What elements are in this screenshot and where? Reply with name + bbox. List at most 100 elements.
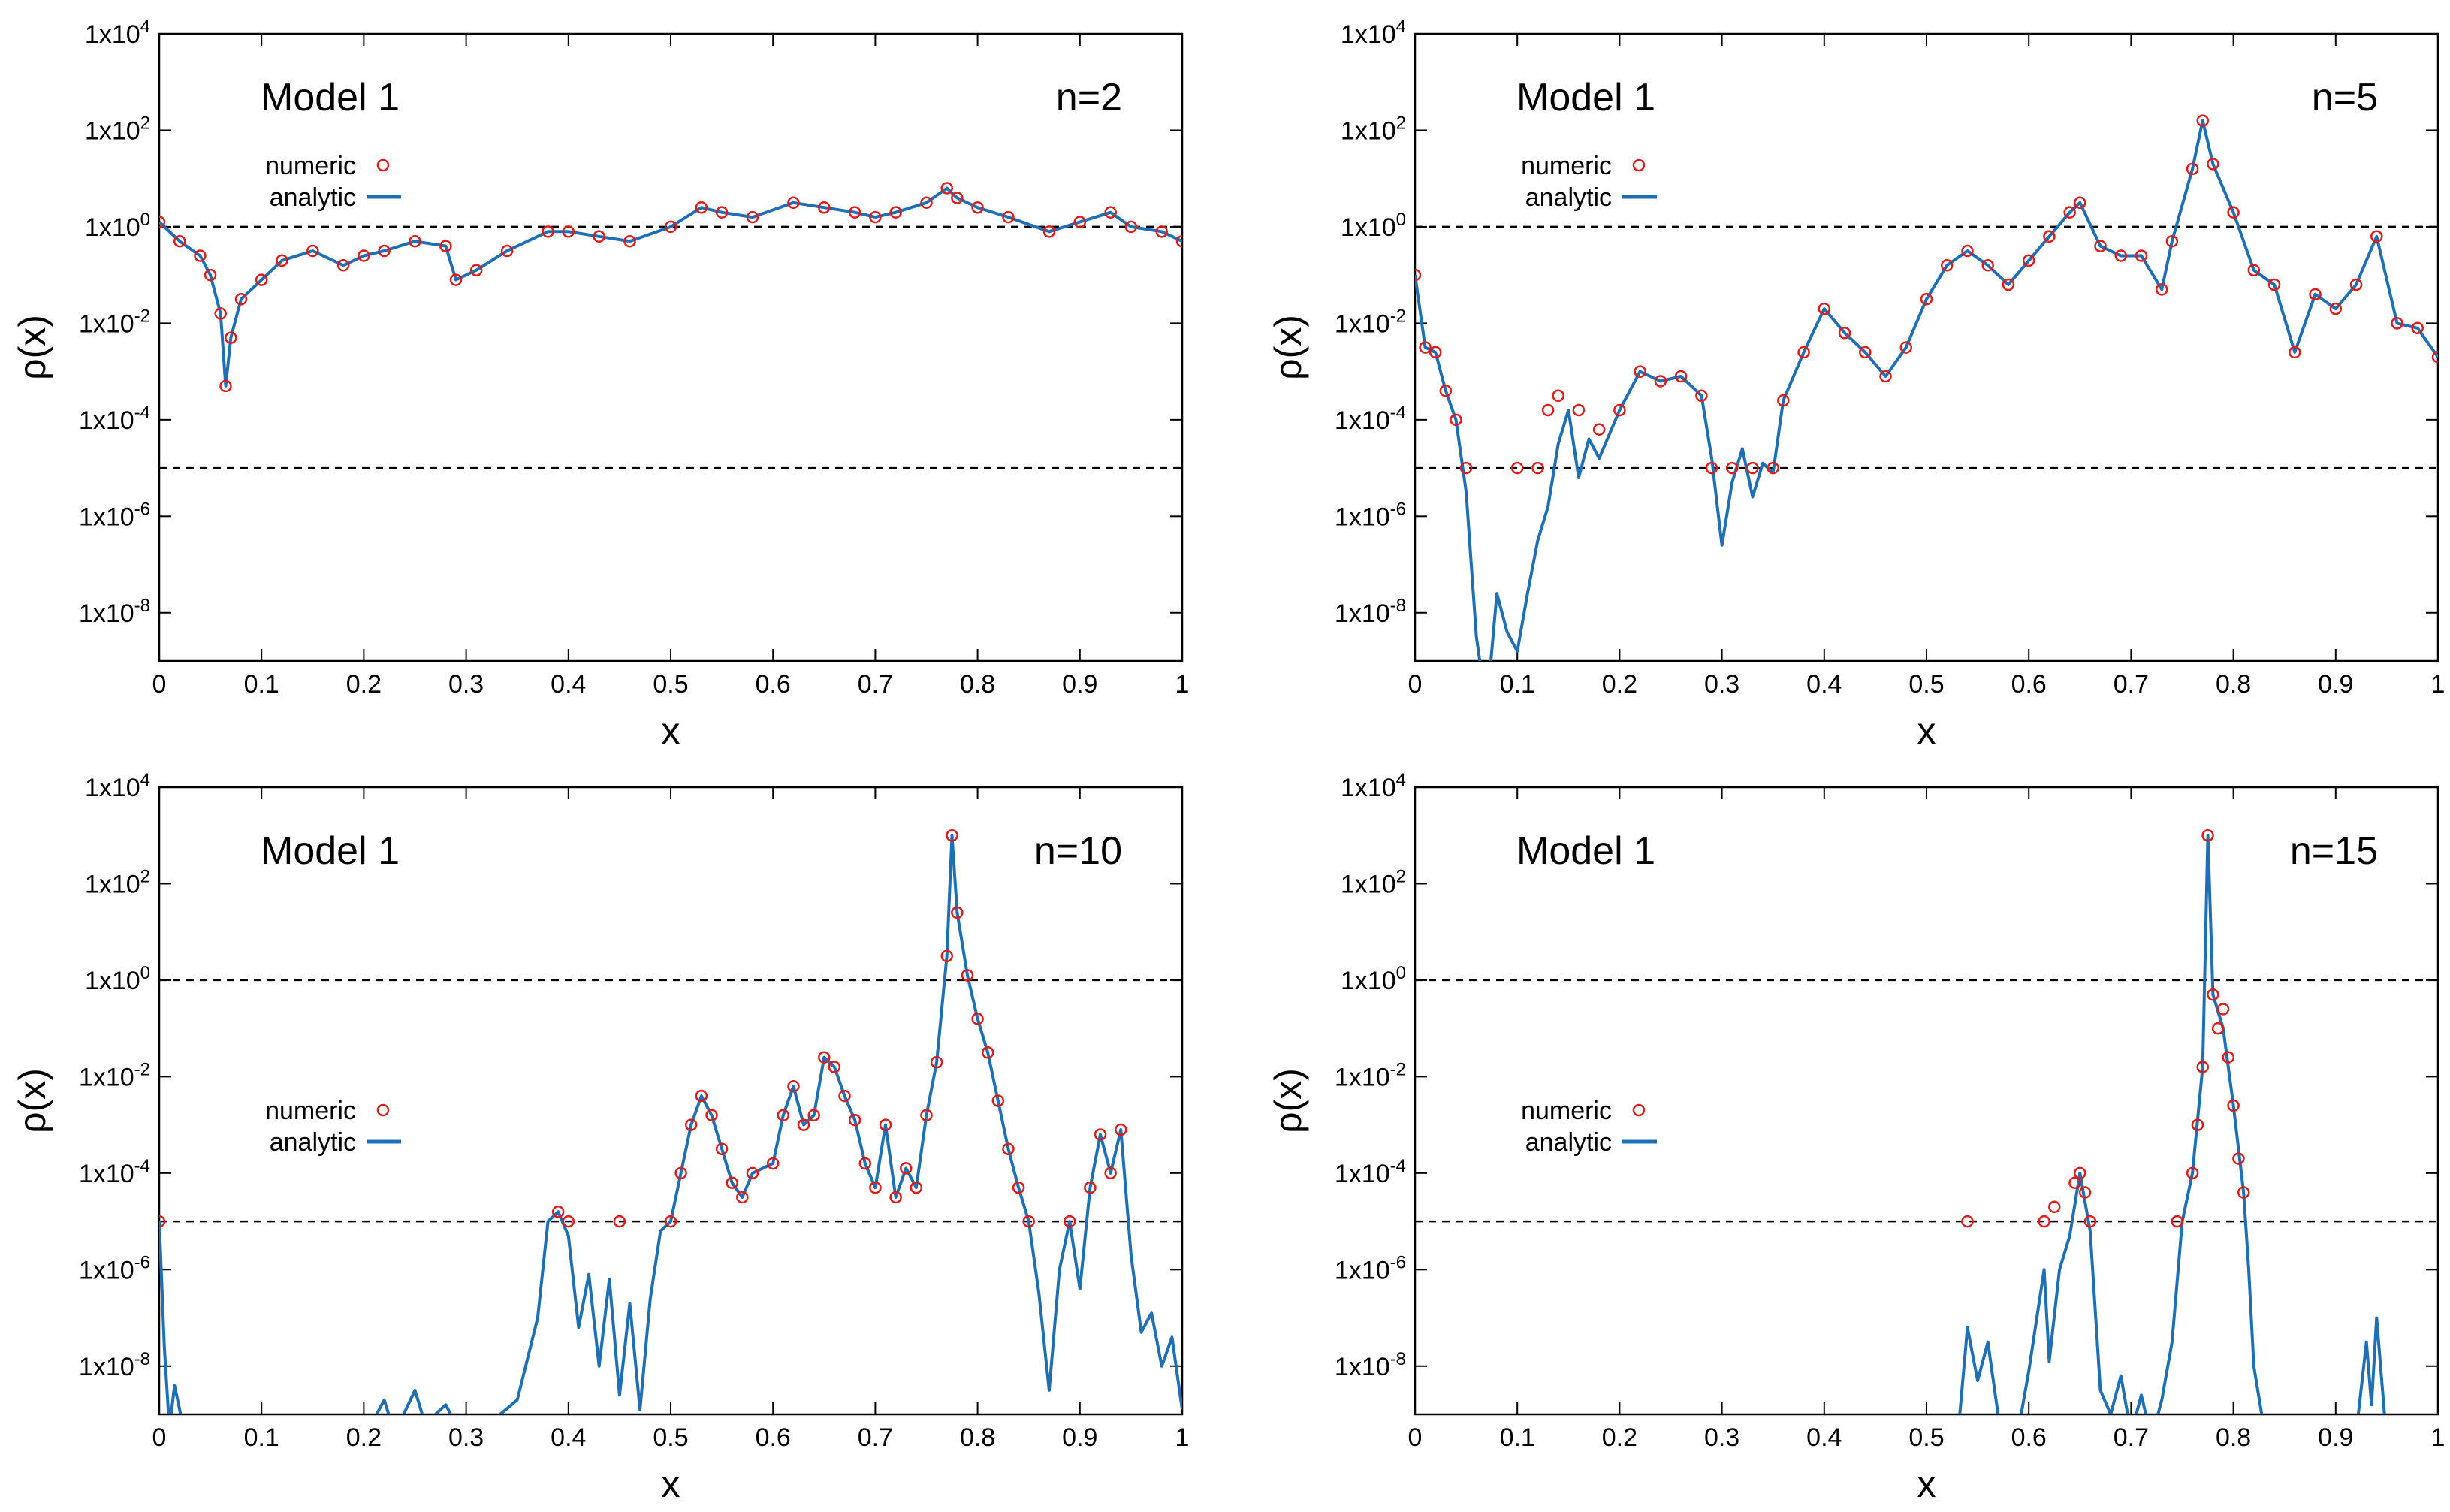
x-tick-label: 0.6 — [756, 670, 791, 699]
legend-numeric-marker — [1632, 1103, 1646, 1117]
numeric-point — [1695, 389, 1708, 402]
numeric-point — [1572, 403, 1586, 417]
numeric-point — [1419, 341, 1432, 354]
numeric-point — [746, 1166, 759, 1180]
x-axis-label: x — [662, 1463, 680, 1505]
y-tick-exponent: 4 — [140, 770, 150, 790]
numeric-point — [194, 249, 207, 262]
numeric-point — [889, 206, 902, 219]
x-tick-label: 0.4 — [551, 1423, 586, 1452]
x-tick-label: 0.7 — [858, 670, 893, 699]
numeric-point — [2431, 351, 2438, 364]
y-tick-exponent: -4 — [134, 1156, 150, 1176]
numeric-point — [664, 1215, 677, 1228]
x-tick-label: 1 — [1175, 1423, 1190, 1452]
numeric-point — [449, 273, 463, 286]
y-tick-base: 1x10 — [79, 599, 134, 628]
y-tick-base: 1x10 — [1341, 213, 1396, 242]
y-tick-label: 1x102 — [85, 866, 150, 898]
x-tick-label: 0.2 — [346, 670, 382, 699]
numeric-point — [2216, 1003, 2230, 1016]
numeric-point — [173, 234, 186, 248]
x-tick-label: 0.9 — [2318, 1423, 2353, 1452]
numeric-point — [2022, 254, 2035, 267]
numeric-point — [1859, 346, 1872, 359]
y-tick-base: 1x10 — [1335, 1063, 1390, 1091]
numeric-point — [593, 230, 605, 243]
x-tick-label: 0.2 — [1602, 1423, 1637, 1452]
numeric-point — [2171, 1215, 2183, 1228]
x-tick-label: 0.4 — [551, 670, 586, 699]
numeric-point — [1879, 370, 1892, 383]
numeric-point — [1674, 370, 1688, 383]
numeric-point — [674, 1166, 687, 1180]
numeric-point — [1022, 1215, 1035, 1228]
numeric-point — [818, 1051, 831, 1064]
x-tick-label: 0.2 — [1602, 670, 1637, 699]
y-tick-label: 1x104 — [85, 17, 150, 49]
y-axis-label: ρ(x) — [11, 1068, 53, 1133]
numeric-point — [1981, 259, 1994, 272]
panel-title: Model 1 — [261, 829, 400, 873]
y-tick-base: 1x10 — [1335, 1160, 1390, 1188]
y-tick-exponent: 2 — [1396, 113, 1406, 133]
numeric-point — [2227, 1099, 2240, 1112]
y-tick-exponent: -2 — [1390, 1059, 1406, 1079]
y-tick-base: 1x10 — [79, 1256, 134, 1284]
numeric-point — [2237, 1186, 2250, 1199]
y-tick-base: 1x10 — [79, 502, 134, 531]
y-tick-base: 1x10 — [85, 870, 140, 898]
numeric-point — [1155, 225, 1169, 238]
numeric-point — [623, 234, 636, 248]
legend-numeric-label: numeric — [1521, 152, 1612, 180]
numeric-point — [2068, 1176, 2081, 1189]
y-tick-exponent: 0 — [140, 963, 150, 983]
y-tick-base: 1x10 — [79, 1160, 134, 1188]
legend-numeric-label: numeric — [265, 1097, 356, 1125]
numeric-point — [613, 1215, 626, 1228]
numeric-point — [204, 268, 217, 282]
x-tick-label: 0.3 — [448, 1423, 484, 1452]
y-tick-exponent: -4 — [1390, 403, 1406, 423]
numeric-point — [715, 206, 729, 219]
numeric-point — [1510, 461, 1524, 475]
y-tick-exponent: -6 — [134, 499, 150, 519]
y-tick-exponent: -6 — [1390, 499, 1406, 519]
legend-analytic-label: analytic — [1525, 183, 1612, 212]
numeric-point — [1552, 389, 1564, 402]
numeric-point — [971, 201, 984, 214]
numeric-point — [2247, 264, 2261, 276]
x-axis-label: x — [1917, 710, 1936, 752]
y-tick-label: 1x10-6 — [79, 1252, 150, 1284]
plot-area — [159, 828, 1182, 1414]
numeric-point — [1705, 461, 1718, 475]
y-tick-exponent: 0 — [140, 210, 150, 230]
y-tick-exponent: 4 — [1396, 17, 1406, 37]
legend-numeric-marker — [1632, 158, 1646, 172]
y-tick-base: 1x10 — [1341, 870, 1396, 898]
numeric-point — [1725, 461, 1739, 475]
numeric-point — [2074, 196, 2086, 210]
numeric-point — [469, 264, 483, 276]
numeric-point — [981, 1046, 994, 1059]
numeric-point — [2165, 234, 2179, 248]
numeric-point — [2267, 278, 2281, 291]
x-tick-label: 0.5 — [1908, 670, 1944, 699]
x-tick-label: 0.5 — [653, 670, 688, 699]
y-tick-exponent: 2 — [140, 866, 150, 886]
numeric-point — [1450, 413, 1462, 427]
numeric-point — [2207, 988, 2219, 1001]
plot-frame — [158, 32, 1184, 662]
numeric-point — [2370, 230, 2383, 243]
numeric-point — [306, 244, 319, 258]
numeric-point — [951, 906, 964, 919]
numeric-point — [2002, 278, 2015, 291]
numeric-point — [838, 1089, 851, 1103]
y-tick-label: 1x10-2 — [79, 1059, 150, 1091]
y-tick-label: 1x100 — [1341, 210, 1406, 242]
y-tick-label: 1x102 — [85, 113, 150, 145]
numeric-point — [1592, 423, 1606, 436]
numeric-point — [1084, 1181, 1097, 1194]
x-tick-label: 0.1 — [1500, 1423, 1535, 1452]
numeric-point — [2156, 283, 2168, 296]
